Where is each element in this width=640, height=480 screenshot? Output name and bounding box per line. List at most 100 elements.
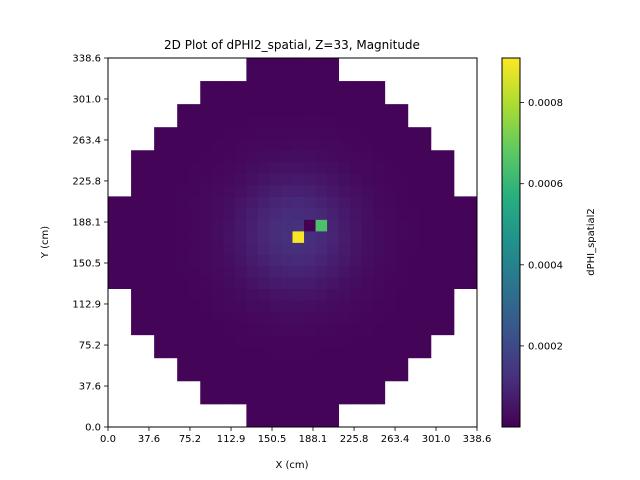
heatmap-cell — [465, 265, 478, 278]
heatmap-cell — [327, 207, 340, 220]
heatmap-cell — [165, 184, 178, 197]
heatmap-cell — [280, 115, 293, 128]
heatmap-cell — [396, 104, 409, 117]
heatmap-cell — [327, 288, 340, 301]
heatmap-cell — [188, 115, 201, 128]
heatmap-cell — [292, 403, 305, 416]
y-tick-label: 112.9 — [72, 299, 101, 310]
heatmap-cell — [246, 58, 259, 70]
heatmap-cell — [154, 254, 167, 266]
heatmap-cell — [223, 323, 236, 336]
heatmap-cell — [315, 230, 328, 243]
heatmap-cell — [234, 92, 247, 105]
heatmap-cell — [407, 288, 420, 301]
heatmap-cell — [177, 115, 190, 128]
y-axis: 0.0 37.6 75.2 112.9 150.5 188.1 225.8 263.4 301.… — [72, 54, 108, 434]
heatmap-cell — [407, 311, 420, 324]
heatmap-cell — [304, 311, 316, 324]
heatmap-cell — [211, 184, 224, 197]
heatmap-cell — [280, 81, 293, 93]
heatmap-cell — [419, 300, 432, 313]
heatmap-cell — [430, 196, 443, 209]
heatmap-cell — [373, 81, 386, 93]
heatmap-cell — [384, 346, 397, 359]
heatmap-cell — [246, 265, 259, 278]
heatmap-cell — [407, 242, 420, 255]
heatmap-cell — [188, 265, 201, 278]
heatmap-cell — [315, 161, 328, 174]
heatmap-cell — [257, 138, 270, 151]
heatmap-cell — [200, 104, 213, 117]
heatmap-cell — [223, 150, 236, 163]
heatmap-cell — [373, 230, 386, 243]
heatmap-cell — [223, 127, 236, 140]
heatmap-cell — [108, 219, 120, 232]
heatmap-cell — [280, 161, 293, 174]
heatmap-cell — [234, 138, 247, 151]
heatmap-cell — [442, 219, 455, 232]
heatmap-cell — [315, 173, 328, 186]
heatmap-cell — [223, 173, 236, 186]
heatmap-cell — [280, 219, 293, 232]
heatmap-cell — [246, 138, 259, 151]
heatmap-cell — [177, 196, 190, 209]
heatmap-cell — [384, 161, 397, 174]
heatmap-cell — [246, 334, 259, 347]
heatmap-cell — [384, 265, 397, 278]
heatmap-cell — [257, 380, 270, 393]
heatmap-cell — [131, 254, 143, 266]
heatmap-cell — [234, 173, 247, 186]
heatmap-cell — [419, 207, 432, 220]
heatmap-cell — [200, 380, 213, 393]
heatmap-cell — [327, 58, 340, 70]
heatmap-cell — [304, 161, 316, 174]
heatmap-cell — [223, 277, 236, 290]
heatmap-cell — [188, 311, 201, 324]
heatmap-cell — [211, 115, 224, 128]
heatmap-cell — [177, 150, 190, 163]
heatmap-cell — [246, 415, 259, 428]
heatmap-cell — [338, 265, 351, 278]
heatmap-cell — [315, 415, 328, 428]
heatmap-cell — [257, 92, 270, 105]
heatmap-cell — [234, 127, 247, 140]
heatmap-cell — [453, 242, 466, 255]
heatmap-cell — [419, 265, 432, 278]
heatmap-cell — [246, 380, 259, 393]
heatmap-cell — [361, 369, 374, 382]
heatmap-cell — [338, 380, 351, 393]
heatmap-cell — [257, 254, 270, 266]
heatmap-cell — [188, 184, 201, 197]
heatmap-cell — [280, 334, 293, 347]
heatmap-cell — [304, 150, 316, 163]
heatmap-cell — [234, 300, 247, 313]
heatmap-cell — [165, 300, 178, 313]
heatmap-cell — [327, 115, 340, 128]
x-tick-label: 37.6 — [138, 434, 160, 445]
heatmap-cell — [188, 357, 201, 370]
heatmap-cell — [396, 277, 409, 290]
heatmap-cell — [384, 300, 397, 313]
heatmap-cell — [315, 92, 328, 105]
heatmap-cell — [407, 334, 420, 347]
heatmap-cell — [165, 311, 178, 324]
heatmap-cell — [257, 403, 270, 416]
heatmap-cell — [257, 115, 270, 128]
heatmap-cell — [142, 173, 155, 186]
heatmap-cell — [327, 300, 340, 313]
heatmap-cell — [269, 81, 282, 93]
heatmap-cell — [338, 346, 351, 359]
heatmap-cell — [292, 230, 305, 243]
heatmap-cell — [315, 150, 328, 163]
heatmap-cell — [200, 230, 213, 243]
heatmap-cell — [361, 115, 374, 128]
heatmap-cell — [350, 115, 363, 128]
heatmap-cell — [269, 369, 282, 382]
heatmap-cell — [327, 334, 340, 347]
heatmap-cell — [223, 357, 236, 370]
heatmap-cell — [188, 323, 201, 336]
heatmap-cell — [188, 300, 201, 313]
heatmap-cell — [430, 254, 443, 266]
heatmap-cell — [407, 254, 420, 266]
heatmap-cell — [246, 196, 259, 209]
